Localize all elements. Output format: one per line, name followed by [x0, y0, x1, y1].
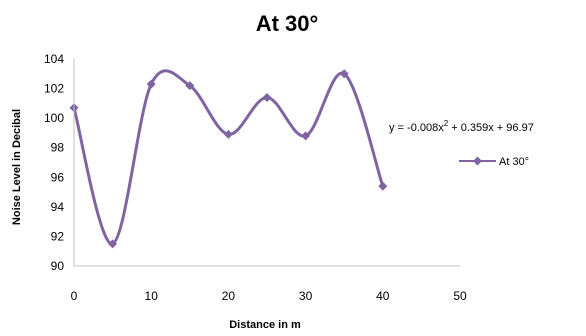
- x-axis-title: Distance in m: [229, 319, 301, 331]
- y-tick-label: 100: [44, 111, 64, 125]
- legend-label: At 30°: [499, 156, 529, 168]
- data-point-marker: [223, 129, 233, 139]
- y-tick-label: 96: [51, 170, 65, 184]
- y-tick-label: 102: [44, 82, 64, 96]
- data-point-marker: [146, 79, 156, 89]
- y-tick-label: 94: [51, 200, 65, 214]
- x-tick-labels: 0 10 20 30 40 50: [71, 289, 467, 303]
- x-tick-label: 0: [71, 289, 78, 303]
- data-point-marker: [108, 239, 118, 249]
- data-point-marker: [301, 131, 311, 141]
- data-point-marker: [185, 81, 195, 91]
- y-tick-label: 92: [51, 229, 65, 243]
- equation-prefix: y = -0.008x: [389, 122, 444, 134]
- y-tick-label: 104: [44, 52, 64, 66]
- y-tick-labels: 90 92 94 96 98 100 102 104: [44, 52, 64, 273]
- x-tick-label: 20: [222, 289, 236, 303]
- x-tick-label: 50: [453, 289, 467, 303]
- y-axis-title: Noise Level in Decibal: [11, 109, 23, 225]
- plot-area: [69, 69, 388, 249]
- equation-suffix: + 0.359x + 96.97: [448, 122, 534, 134]
- data-point-marker: [378, 181, 388, 191]
- data-point-marker: [339, 69, 349, 79]
- y-tick-label: 90: [51, 259, 65, 273]
- legend: At 30°: [459, 156, 529, 168]
- trendline-equation: y = -0.008x2 + 0.359x + 96.97: [389, 119, 534, 134]
- x-tick-label: 30: [299, 289, 313, 303]
- legend-marker: [473, 156, 482, 166]
- series-line: [72, 69, 385, 246]
- y-tick-label: 98: [51, 141, 65, 155]
- x-tick-label: 40: [376, 289, 390, 303]
- x-tick-label: 10: [145, 289, 159, 303]
- chart-title: At 30°: [256, 11, 319, 36]
- equation-exponent: 2: [444, 119, 449, 128]
- data-point-marker: [262, 92, 272, 102]
